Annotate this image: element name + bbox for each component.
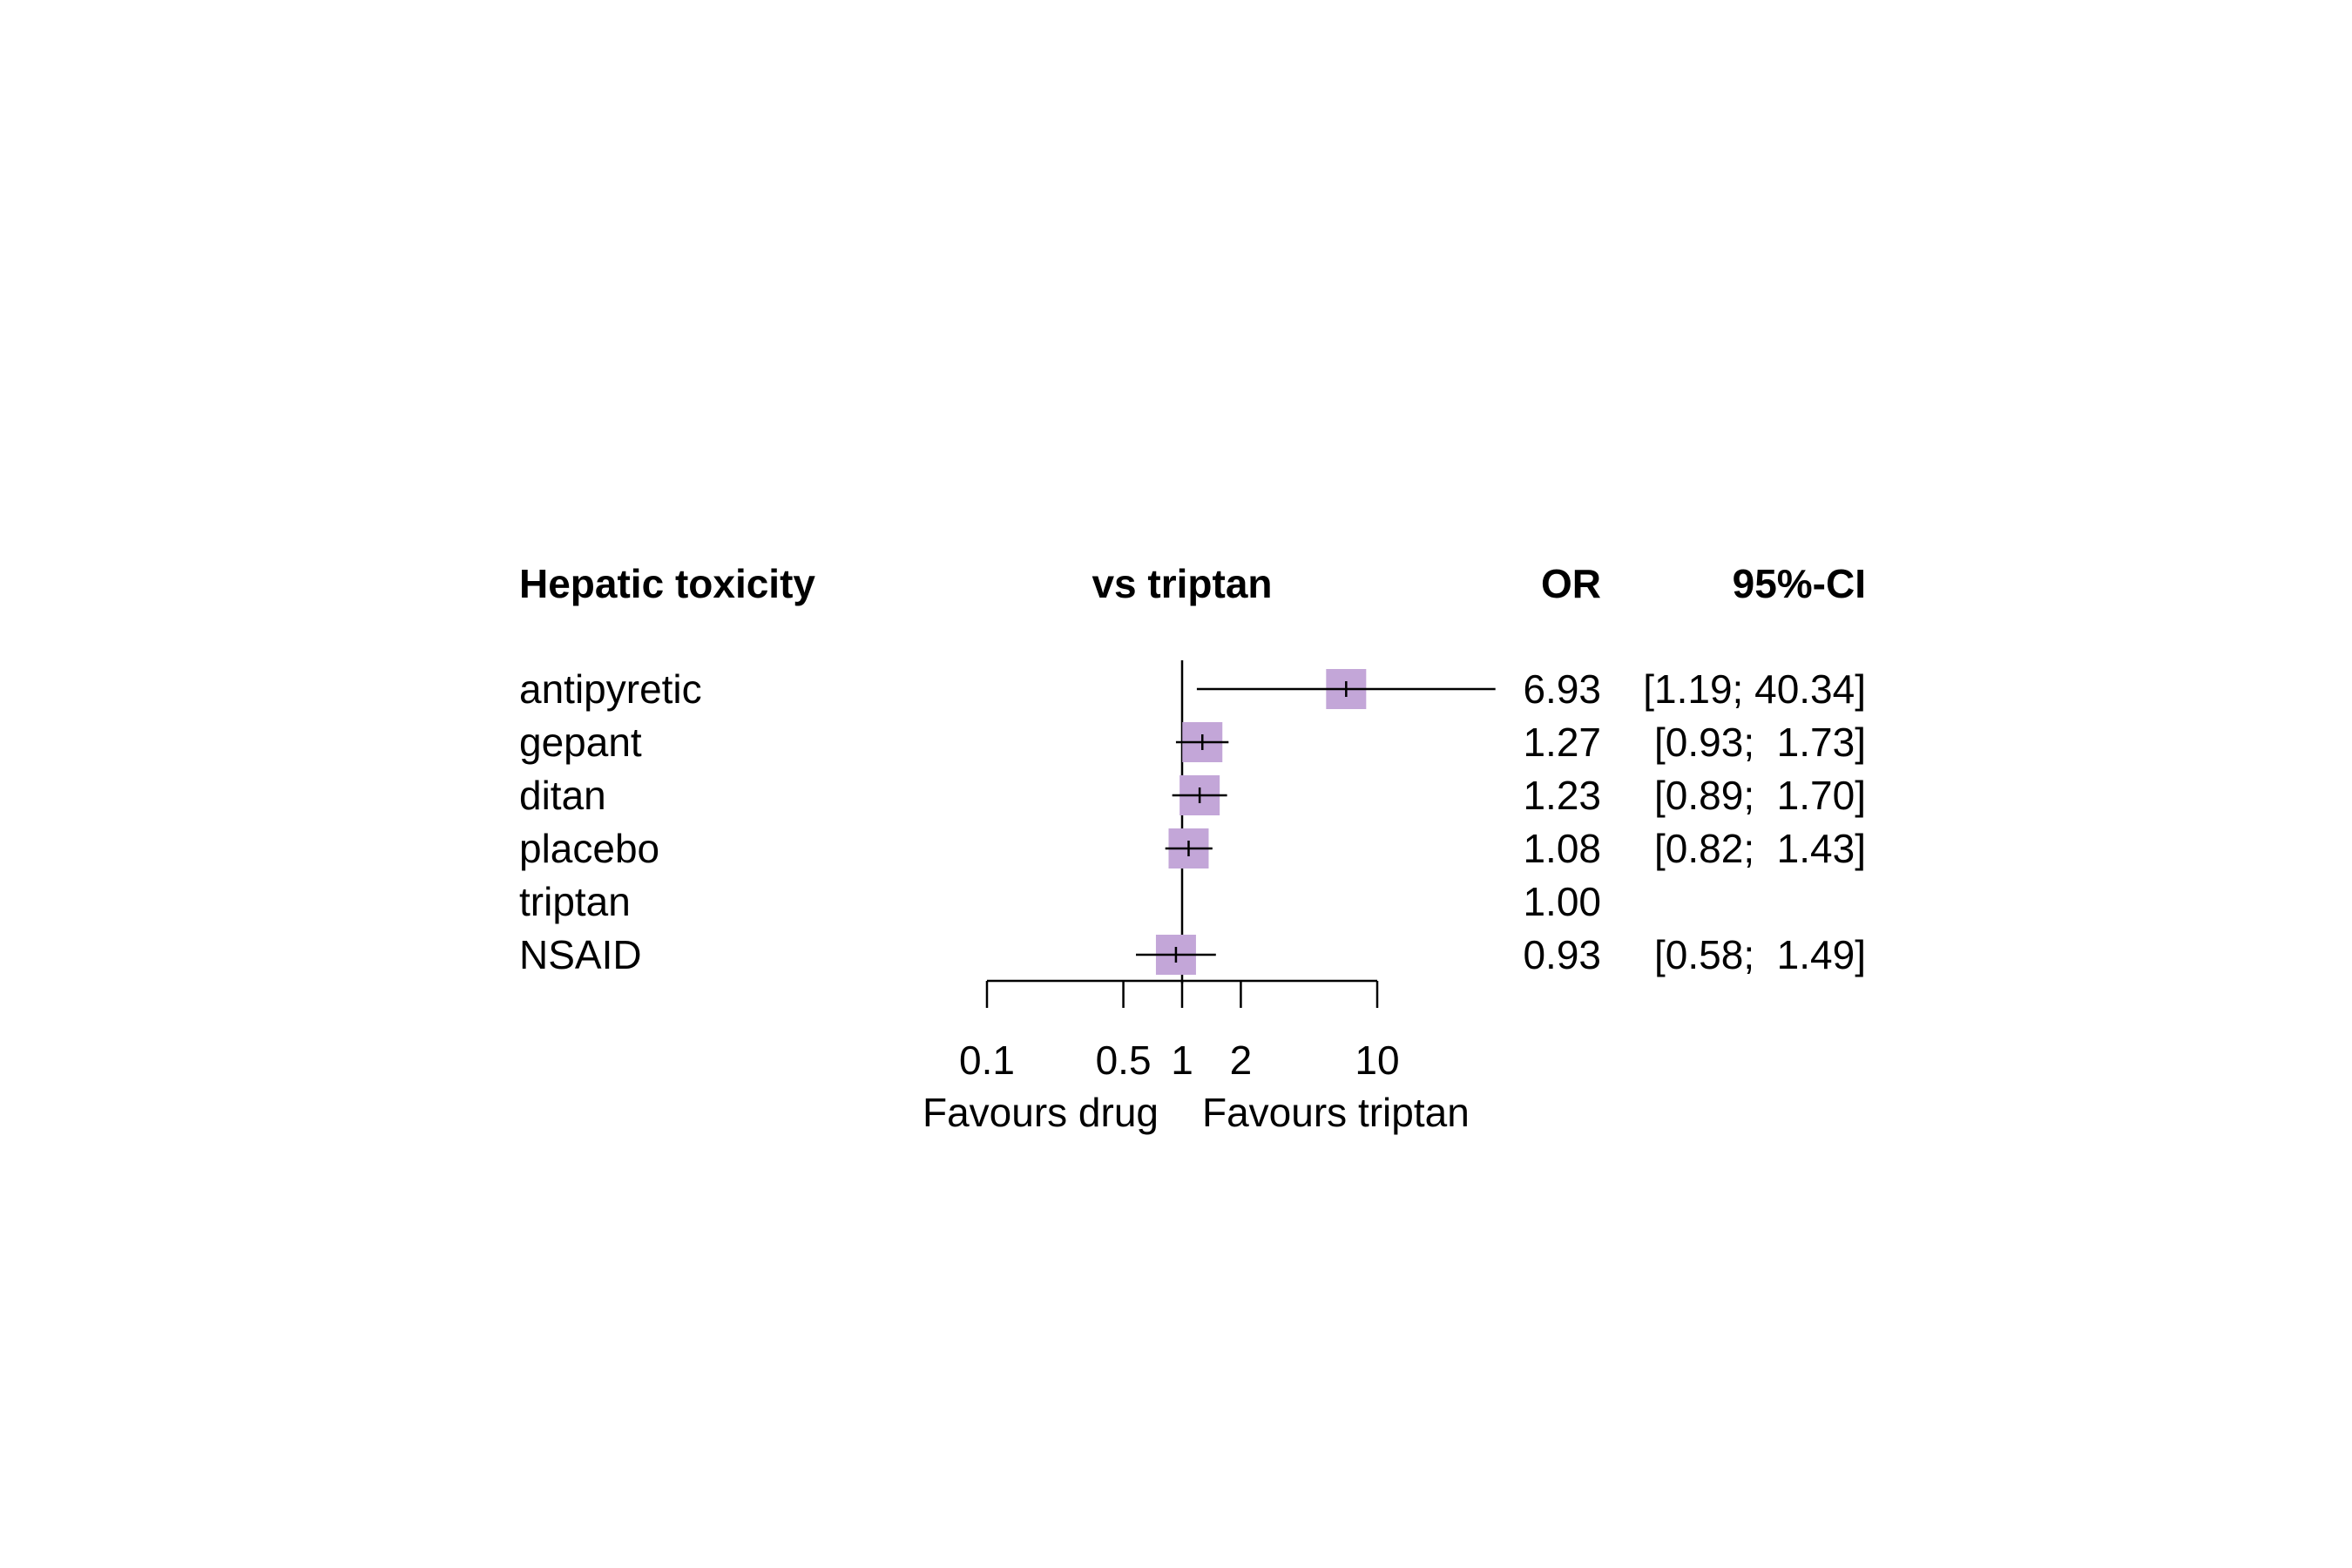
forest-row: placebo 1.08 [0.82; 1.43] <box>519 826 1866 871</box>
x-tick-label: 2 <box>1230 1037 1253 1083</box>
ci-value: [0.82; 1.43] <box>1654 826 1866 871</box>
or-value: 1.23 <box>1523 773 1601 818</box>
or-value: 1.08 <box>1523 826 1601 871</box>
ci-value: [0.89; 1.70] <box>1654 773 1866 818</box>
forest-rows: antipyretic 6.93 [1.19; 40.34] gepant 1.27 [0… <box>519 660 1866 983</box>
header-comparison: vs triptan <box>1092 561 1272 606</box>
forest-row: ditan 1.23 [0.89; 1.70] <box>519 773 1866 818</box>
x-axis: 0.1 0.5 1 2 10 <box>959 979 1400 1083</box>
header-outcome: Hepatic toxicity <box>519 561 815 606</box>
row-label: triptan <box>519 879 631 924</box>
ci-value: [1.19; 40.34] <box>1643 666 1866 712</box>
forest-row: NSAID 0.93 [0.58; 1.49] <box>519 932 1866 977</box>
or-value: 0.93 <box>1523 932 1601 977</box>
x-tick-label: 0.5 <box>1096 1037 1152 1083</box>
x-tick-label: 0.1 <box>959 1037 1015 1083</box>
forest-row: antipyretic 6.93 [1.19; 40.34] <box>519 666 1866 712</box>
row-label: ditan <box>519 773 606 818</box>
or-value: 1.00 <box>1523 879 1601 924</box>
or-value: 6.93 <box>1523 666 1601 712</box>
or-value: 1.27 <box>1523 720 1601 765</box>
row-label: NSAID <box>519 932 642 977</box>
ci-value: [0.58; 1.49] <box>1654 932 1866 977</box>
forest-row: triptan 1.00 <box>519 879 1601 924</box>
row-label: placebo <box>519 826 659 871</box>
header-ci: 95%-CI <box>1733 561 1866 606</box>
x-tick-label: 10 <box>1355 1037 1399 1083</box>
ci-value: [0.93; 1.73] <box>1654 720 1866 765</box>
header-estimate: OR <box>1541 561 1601 606</box>
row-label: gepant <box>519 720 642 765</box>
forest-row: gepant 1.27 [0.93; 1.73] <box>519 720 1866 765</box>
favours-left-label: Favours drug <box>923 1090 1159 1135</box>
favours-right-label: Favours triptan <box>1202 1090 1470 1135</box>
x-tick-label: 1 <box>1171 1037 1193 1083</box>
row-label: antipyretic <box>519 666 702 712</box>
